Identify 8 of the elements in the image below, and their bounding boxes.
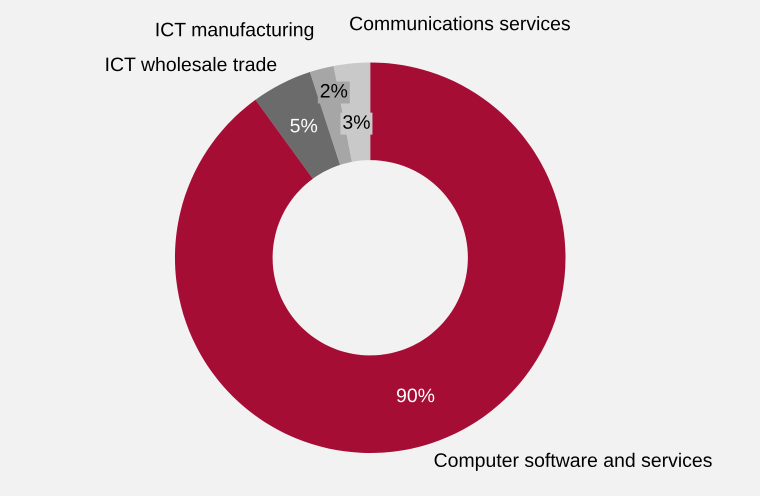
slice-label: ICT wholesale trade <box>106 56 276 72</box>
data-label: 90% <box>396 388 434 402</box>
slice-label: Computer software and services <box>434 452 712 471</box>
data-label: 3% <box>343 115 370 129</box>
data-label: 2% <box>320 84 348 98</box>
slice-label: Communications services <box>350 16 570 30</box>
data-label: 5% <box>290 118 318 132</box>
slice-label: ICT manufacturing <box>156 22 314 40</box>
